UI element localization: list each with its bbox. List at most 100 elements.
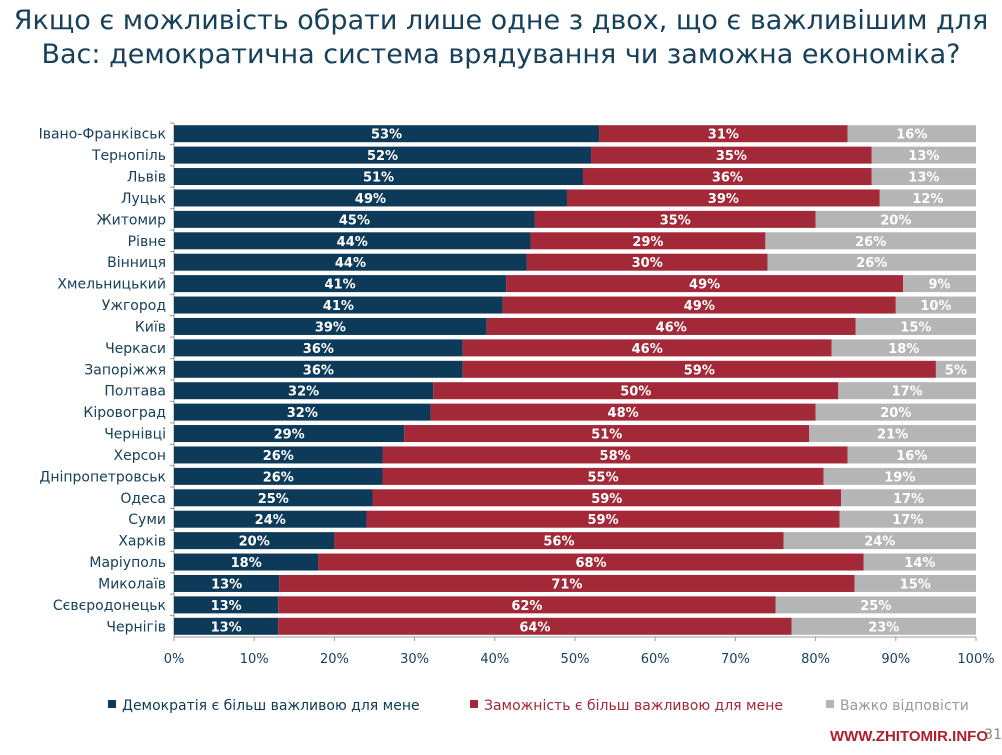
bar-segment-2 [599, 125, 848, 143]
data-label: 13% [908, 149, 939, 164]
bar-segment-2 [318, 553, 864, 571]
data-label: 16% [896, 449, 927, 464]
bar-segment-1 [174, 489, 373, 507]
data-label: 23% [868, 620, 899, 635]
category-label: Суми [128, 512, 166, 528]
bar-segment-1 [174, 617, 279, 635]
bar-segment-2 [430, 403, 816, 421]
watermark: WWW.ZHITOMIR.INFO [829, 728, 988, 745]
data-label: 53% [371, 128, 402, 143]
bar-segment-3 [863, 553, 976, 571]
legend-label: Демократія є більш важливою для мене [122, 698, 420, 714]
data-label: 31% [708, 128, 739, 143]
data-label: 41% [325, 278, 356, 293]
bar-segment-1 [174, 296, 503, 314]
category-label: Чернівці [104, 427, 166, 443]
data-label: 45% [339, 213, 370, 228]
bar-segment-3 [791, 617, 976, 635]
data-label: 35% [716, 149, 747, 164]
bar-segment-2 [486, 317, 856, 335]
data-label: 15% [900, 320, 931, 335]
data-label: 58% [600, 449, 631, 464]
data-label: 46% [632, 342, 663, 357]
data-label: 55% [588, 470, 619, 485]
bar-segment-3 [841, 489, 976, 507]
data-label: 51% [363, 171, 394, 186]
bar-segment-2 [462, 360, 936, 378]
bar-segment-3 [871, 168, 976, 186]
data-label: 26% [855, 235, 886, 250]
bar-segment-3 [815, 210, 976, 228]
legend-swatch [470, 700, 478, 708]
slide-number: 31 [984, 727, 1002, 743]
data-label: 44% [335, 256, 366, 271]
data-label: 25% [860, 599, 891, 614]
legend-swatch [826, 700, 834, 708]
data-label: 16% [896, 128, 927, 143]
category-label: Сєвєродонецьк [53, 598, 166, 614]
category-label: Житомир [97, 212, 167, 228]
data-label: 29% [632, 235, 663, 250]
x-tick-label: 50% [561, 652, 590, 667]
bar-segment-1 [174, 168, 584, 186]
bar-segment-1 [174, 317, 487, 335]
category-label: Івано-Франківськ [39, 127, 166, 143]
bar-segment-2 [366, 510, 840, 528]
bar-segment-2 [279, 574, 855, 592]
bar-segment-1 [174, 403, 431, 421]
bar-segment-1 [174, 253, 527, 271]
data-label: 52% [367, 149, 398, 164]
bar-segment-3 [839, 510, 976, 528]
category-label: Луцьк [121, 191, 166, 207]
data-label: 32% [287, 406, 318, 421]
data-label: 49% [355, 192, 386, 207]
data-label: 50% [620, 385, 651, 400]
bar-segment-2 [382, 467, 824, 485]
bar-segment-2 [382, 446, 848, 464]
bar-segment-3 [831, 339, 976, 357]
data-label: 62% [511, 599, 542, 614]
bar-segment-3 [767, 253, 976, 271]
bar-segment-1 [174, 425, 405, 443]
bar-segment-2 [462, 339, 832, 357]
category-label: Черкаси [105, 341, 166, 357]
category-label: Кіровоград [83, 405, 166, 421]
bar-segment-2 [591, 146, 872, 164]
data-label: 18% [888, 342, 919, 357]
bar-segment-2 [506, 275, 904, 293]
bar-segment-1 [174, 339, 463, 357]
bar-segment-2 [278, 596, 776, 614]
x-tick-label: 20% [320, 652, 349, 667]
category-label: Херсон [113, 448, 166, 464]
data-label: 35% [660, 213, 691, 228]
category-label: Хмельницький [57, 277, 166, 293]
x-tick-label: 80% [801, 652, 830, 667]
data-label: 14% [904, 556, 935, 571]
x-tick-label: 90% [881, 652, 910, 667]
x-tick-label: 60% [641, 652, 670, 667]
bar-segment-2 [334, 532, 784, 550]
data-label: 20% [880, 406, 911, 421]
data-label: 13% [908, 171, 939, 186]
x-tick-label: 100% [957, 652, 994, 667]
x-tick-label: 0% [164, 652, 185, 667]
data-label: 39% [708, 192, 739, 207]
bar-segment-1 [174, 189, 567, 207]
data-label: 9% [929, 278, 951, 293]
category-label: Одеса [120, 491, 166, 507]
bar-segment-2 [278, 617, 792, 635]
category-label: Київ [135, 319, 166, 335]
data-label: 59% [591, 492, 622, 507]
data-label: 26% [856, 256, 887, 271]
bar-segment-2 [534, 210, 816, 228]
data-label: 64% [519, 620, 550, 635]
data-label: 13% [211, 620, 242, 635]
bar-segment-1 [174, 446, 383, 464]
data-label: 24% [255, 513, 286, 528]
chart-title: Якщо є можливість обрати лише одне з дво… [13, 5, 989, 70]
bar-segment-1 [174, 146, 592, 164]
bar-segment-2 [433, 382, 839, 400]
bar-segment-3 [847, 125, 976, 143]
x-tick-label: 70% [721, 652, 750, 667]
legend-swatch [108, 700, 116, 708]
